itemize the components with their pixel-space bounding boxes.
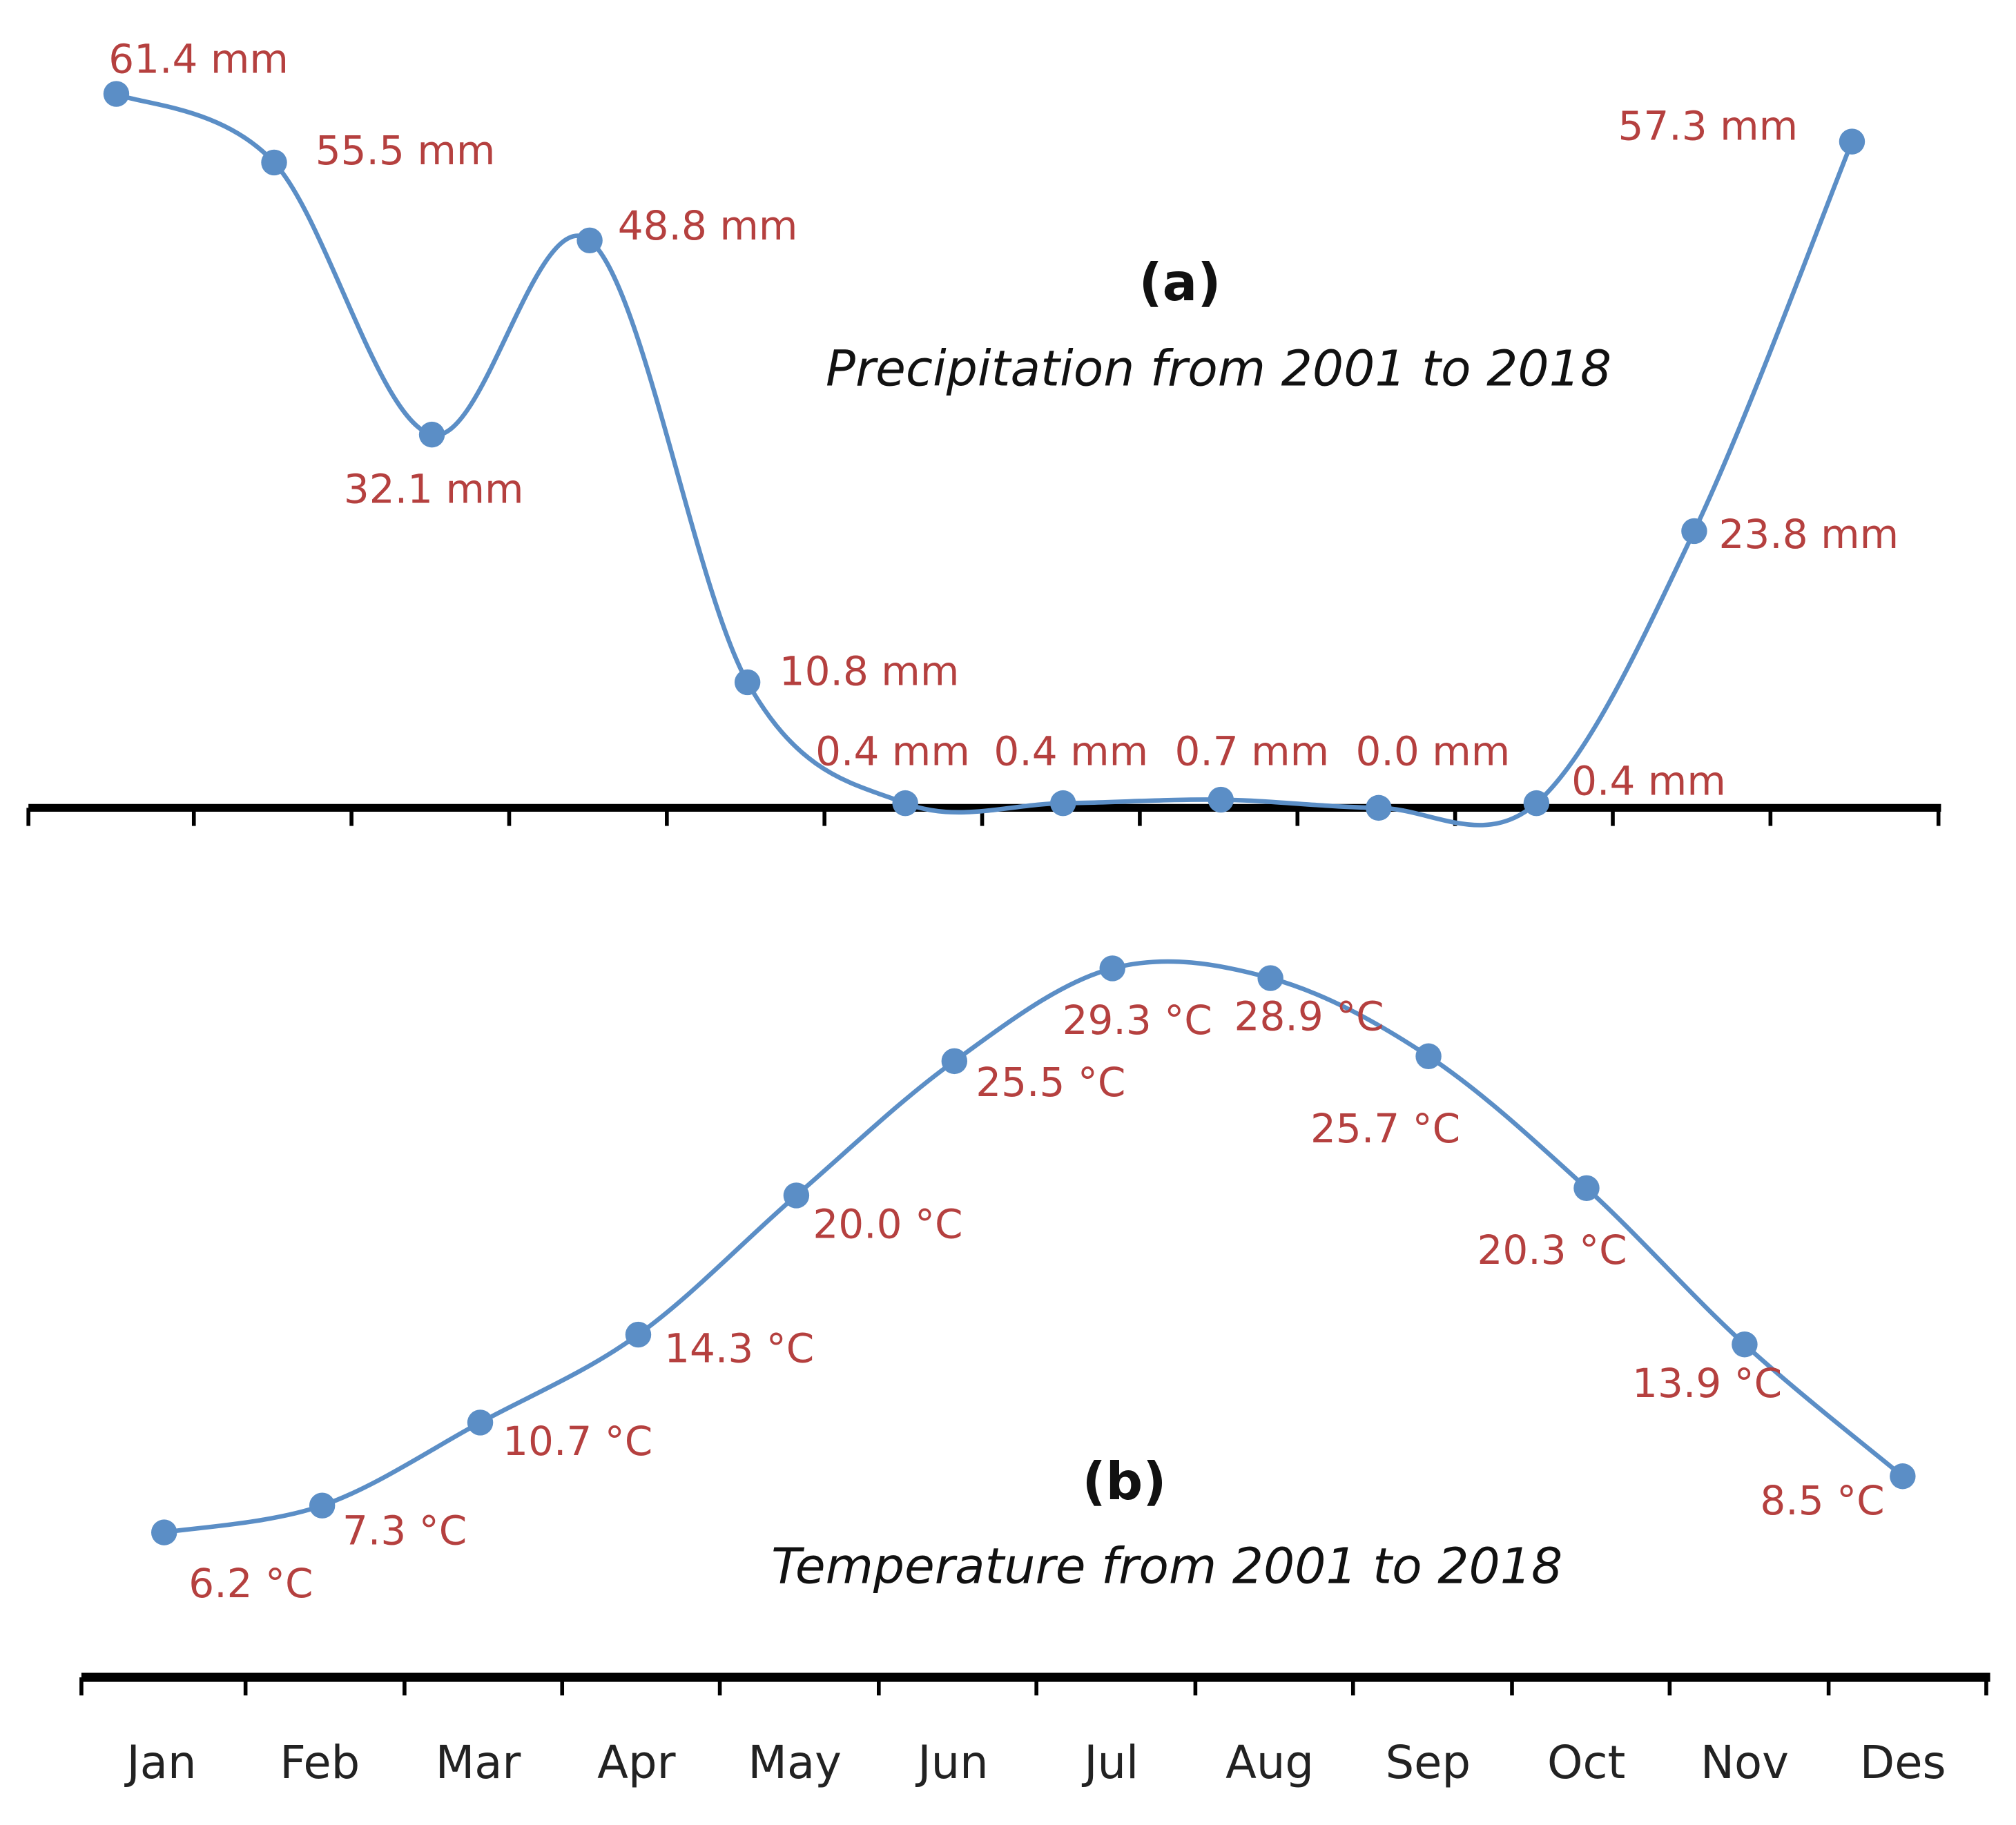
temperature-data-label: 7.3 °C [342,1507,467,1554]
temperature-data-label: 25.7 °C [1310,1105,1460,1152]
temperature-point-jan [151,1519,177,1545]
precipitation-data-label: 0.4 mm [994,728,1148,775]
precipitation-point-jan [103,81,130,107]
precipitation-point-jun [892,790,918,817]
temperature-panel: (b) Temperature from 2001 to 2018 6.2 °C… [79,955,1990,1789]
x-tick-label: Feb [280,1737,360,1789]
temperature-point-des [1890,1463,1916,1490]
temperature-point-feb [309,1492,336,1519]
precipitation-data-label: 48.8 mm [618,202,798,249]
precipitation-data-label: 0.7 mm [1174,728,1329,775]
temperature-data-label: 28.9 °C [1234,993,1384,1040]
temperature-data-label: 13.9 °C [1632,1360,1782,1407]
x-tick-label: Sep [1386,1737,1471,1789]
temperature-point-nov [1732,1331,1758,1358]
precipitation-point-aug [1208,786,1234,813]
precipitation-data-label: 55.5 mm [316,127,496,174]
temperature-data-label: 14.3 °C [664,1325,814,1372]
x-tick-label: Jan [124,1737,196,1789]
precipitation-point-nov [1681,518,1707,545]
precipitation-data-label: 57.3 mm [1618,103,1798,150]
precipitation-panel: (a) Precipitation from 2001 to 2018 61.4… [26,35,1941,828]
x-tick-label: Oct [1547,1737,1625,1789]
precipitation-data-label: 0.4 mm [815,728,970,775]
precipitation-series-line [115,92,1854,828]
temperature-point-oct [1573,1175,1600,1202]
precipitation-point-sep [1366,794,1392,821]
temperature-point-jun [941,1048,968,1075]
temperature-data-label: 10.7 °C [503,1418,652,1465]
x-tick-label: Nov [1700,1737,1789,1789]
panel-b-label: (b) [1082,1452,1166,1512]
temperature-data-label: 6.2 °C [188,1560,313,1607]
panel-a-label: (a) [1138,253,1221,313]
x-tick-label: Des [1860,1737,1946,1789]
precipitation-point-des [1839,128,1865,155]
temperature-point-jul [1099,955,1125,982]
x-tick-label: Jul [1081,1737,1138,1789]
temperature-title: Temperature from 2001 to 2018 [771,1537,1562,1594]
temperature-data-label: 20.0 °C [813,1201,962,1248]
x-tick-label: Aug [1225,1737,1314,1789]
x-tick-label: Apr [597,1737,675,1789]
temperature-point-may [783,1182,810,1209]
precipitation-data-label: 0.4 mm [1571,758,1726,805]
temperature-series-line [164,959,1904,1535]
temperature-data-label: 20.3 °C [1477,1227,1627,1273]
precipitation-point-apr [576,227,603,254]
precipitation-data-label: 0.0 mm [1356,728,1511,775]
precipitation-data-label: 32.1 mm [344,466,524,513]
precipitation-point-feb [261,149,287,176]
precipitation-point-may [734,669,761,696]
temperature-point-apr [625,1321,652,1348]
temperature-data-label: 25.5 °C [976,1059,1125,1106]
precipitation-data-label: 61.4 mm [108,35,289,82]
precipitation-point-jul [1050,790,1076,817]
x-tick-label: Jun [915,1737,988,1789]
temperature-point-sep [1415,1043,1442,1069]
x-tick-label: May [748,1737,841,1789]
temperature-point-aug [1257,965,1283,991]
precipitation-data-label: 10.8 mm [779,648,960,695]
temperature-point-mar [467,1409,494,1436]
x-tick-label: Mar [436,1737,521,1789]
precipitation-data-label: 23.8 mm [1718,511,1899,558]
temperature-data-label: 29.3 °C [1063,997,1212,1044]
precipitation-point-oct [1523,790,1550,817]
precipitation-title: Precipitation from 2001 to 2018 [826,340,1611,397]
precipitation-point-mar [418,421,445,448]
temperature-data-label: 8.5 °C [1760,1477,1884,1524]
